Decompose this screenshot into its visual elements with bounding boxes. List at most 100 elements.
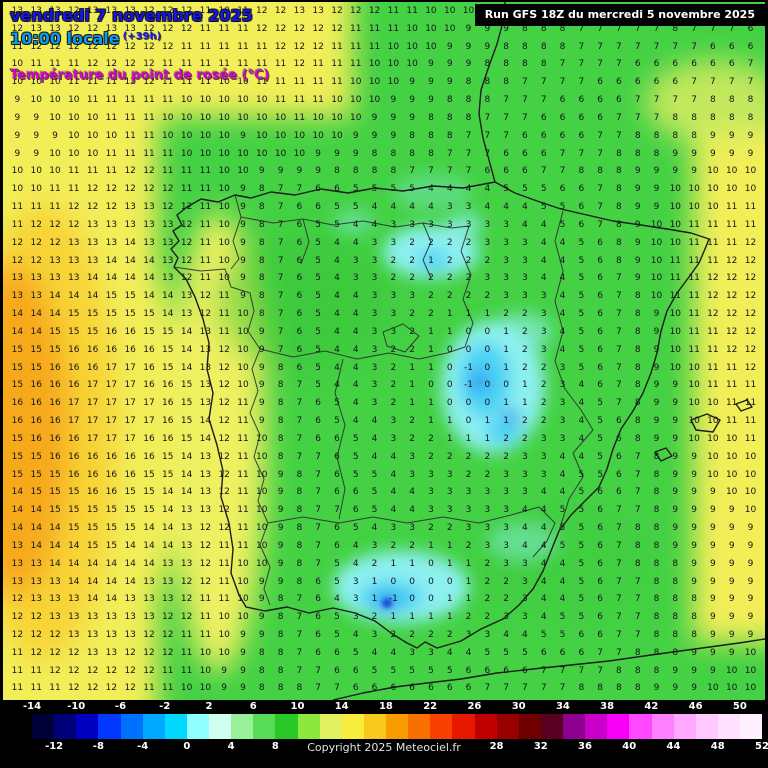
dewpoint-value: 6	[390, 683, 397, 694]
dewpoint-value: 6	[334, 451, 340, 462]
dewpoint-value: 15	[124, 523, 136, 534]
dewpoint-value: 7	[277, 344, 284, 355]
dewpoint-value: 4	[352, 291, 359, 302]
dewpoint-value: 8	[653, 647, 660, 658]
dewpoint-value: 4	[522, 219, 528, 230]
dewpoint-value: 10	[218, 77, 230, 88]
dewpoint-value: 16	[162, 433, 174, 444]
dewpoint-value: 6	[559, 647, 566, 658]
dewpoint-value: 7	[559, 166, 566, 177]
dewpoint-value: 1	[503, 326, 509, 337]
dewpoint-value: 10	[350, 112, 362, 123]
dewpoint-value: 16	[86, 451, 99, 462]
dewpoint-value: 13	[49, 255, 61, 266]
dewpoint-value: 15	[30, 469, 42, 480]
scale-label: 48	[710, 741, 725, 752]
dewpoint-value: 6	[352, 683, 359, 694]
dewpoint-value: 2	[522, 309, 528, 320]
dewpoint-value: 11	[707, 380, 719, 391]
dewpoint-value: 13	[68, 255, 80, 266]
grid-row: 10 10 10 11 11 11 12 12 11 11 11 10 10 9 9 9 9 8 8 8 8 7 7 7 7 6 6…	[3, 163, 765, 181]
dewpoint-value: 5	[578, 273, 585, 284]
dewpoint-value: 9	[258, 612, 265, 623]
dewpoint-value: 8	[296, 576, 303, 587]
dewpoint-value: 11	[350, 23, 362, 34]
dewpoint-value: 12	[68, 6, 80, 16]
dewpoint-value: 10	[744, 683, 757, 694]
dewpoint-value: 8	[672, 23, 679, 34]
dewpoint-value: 4	[540, 273, 547, 284]
dewpoint-value: 13	[199, 398, 212, 409]
dewpoint-value: 11	[11, 647, 24, 658]
scale-label: 14	[334, 701, 349, 712]
dewpoint-value: 15	[11, 380, 24, 391]
dewpoint-value: 15	[11, 433, 24, 444]
dewpoint-value: 9	[258, 380, 265, 391]
dewpoint-value: 7	[710, 77, 716, 88]
dewpoint-value: 9	[710, 505, 716, 516]
dewpoint-value: 10	[218, 255, 230, 266]
dewpoint-value: 9	[710, 540, 716, 551]
dewpoint-value: 10	[725, 184, 738, 195]
dewpoint-value: 9	[390, 130, 397, 141]
dewpoint-value: 9	[653, 683, 660, 694]
dewpoint-value: 7	[634, 451, 641, 462]
dewpoint-value: 12	[199, 309, 212, 320]
dewpoint-value: 5	[428, 665, 434, 676]
dewpoint-value: 9	[409, 77, 415, 88]
grid-row: 11 11 11 12 12 12 13 13 12 12 11 10 9 8 7 6 6 5 5 4 4 4 4 3 3 4 4 4…	[3, 199, 765, 217]
dewpoint-value: 1	[503, 362, 509, 373]
grid-row: 12 13 13 12 12 13 13 12 12 12 11 11 11 12 12 12 12 12 11 11…	[3, 21, 765, 39]
dewpoint-value: 15	[68, 523, 80, 534]
dewpoint-value: 8	[616, 219, 622, 230]
dewpoint-value: 7	[522, 95, 528, 106]
dewpoint-value: 7	[616, 523, 622, 534]
dewpoint-value: 13	[180, 523, 193, 534]
dewpoint-value: 9	[653, 433, 660, 444]
dewpoint-value: 6	[578, 629, 585, 640]
dewpoint-value: 16	[68, 451, 80, 462]
map-area: 13 13 13 12 13 13 13 12 12 12 11 10 11 12 12 13 13 12 12 12…	[3, 2, 765, 700]
dewpoint-value: 8	[653, 130, 660, 141]
dewpoint-value: 9	[277, 558, 284, 569]
dewpoint-value: 2	[484, 576, 491, 587]
dewpoint-value: 4	[390, 505, 397, 516]
dewpoint-value: 4	[352, 540, 359, 551]
dewpoint-value: 4	[522, 505, 528, 516]
dewpoint-value: 10	[744, 665, 757, 676]
dewpoint-value: 10	[30, 95, 42, 106]
dewpoint-value: 10	[68, 95, 80, 106]
field-cold-minimum	[382, 598, 392, 608]
dewpoint-value: 6	[540, 130, 547, 141]
scale-label: -4	[137, 741, 149, 752]
dewpoint-value: 10	[237, 344, 249, 355]
dewpoint-value: 6	[597, 309, 603, 320]
dewpoint-value: 9	[634, 219, 641, 230]
forecast-time-line: 10:00 locale (+39h)	[10, 29, 161, 48]
dewpoint-value: 6	[653, 59, 660, 70]
scale-label: 44	[666, 741, 681, 752]
scale-color-cell	[297, 714, 320, 739]
dewpoint-value: 12	[30, 629, 42, 640]
dewpoint-value: 9	[52, 130, 58, 141]
dewpoint-value: 10	[350, 77, 362, 88]
dewpoint-value: 9	[728, 629, 735, 640]
dewpoint-value: 16	[105, 326, 118, 337]
dewpoint-value: 11	[199, 23, 212, 34]
dewpoint-value: 16	[30, 416, 42, 427]
dewpoint-value: 3	[390, 416, 397, 427]
dewpoint-value: 6	[597, 237, 603, 248]
dewpoint-value: 10	[199, 683, 212, 694]
dewpoint-value: 3	[559, 380, 566, 391]
dewpoint-value: 9	[710, 523, 716, 534]
dewpoint-value: 11	[105, 148, 118, 159]
scale-label: 32	[533, 741, 548, 752]
dewpoint-value: 15	[105, 309, 118, 320]
dewpoint-value: 6	[597, 487, 603, 498]
dewpoint-value: 6	[559, 130, 566, 141]
dewpoint-value: -1	[464, 362, 474, 373]
dewpoint-value: 11	[68, 59, 80, 70]
dewpoint-value: 2	[428, 523, 434, 534]
dewpoint-value: 9	[634, 202, 641, 213]
dewpoint-value: 6	[296, 326, 303, 337]
